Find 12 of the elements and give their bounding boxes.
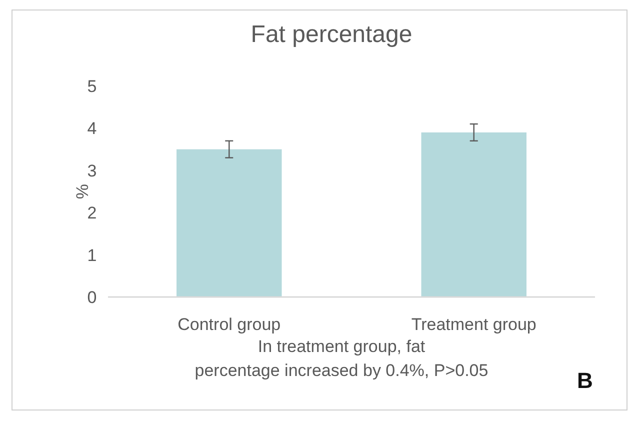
y-tick-label: 2 — [87, 204, 97, 223]
y-tick-label: 3 — [87, 161, 97, 180]
y-tick-label: 0 — [87, 288, 97, 307]
y-tick-label: 1 — [87, 246, 97, 265]
chart-title: Fat percentage — [250, 21, 412, 48]
y-axis-title: % — [73, 184, 92, 200]
x-tick-label: Treatment group — [411, 315, 536, 334]
x-tick-label: Control group — [178, 315, 281, 334]
y-tick-label: 4 — [87, 119, 97, 138]
text: B — [577, 368, 593, 393]
text: In treatment group, fat percentage increased by 0.4%, P>0.05 — [194, 337, 488, 380]
y-tick-label: 5 — [87, 76, 97, 96]
